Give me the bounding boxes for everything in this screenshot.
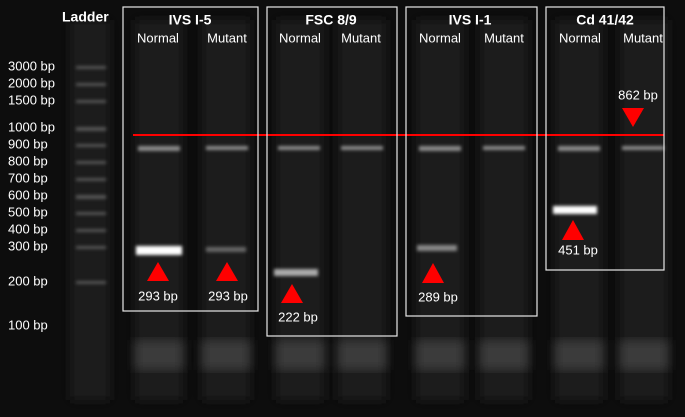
panel-box <box>545 6 665 271</box>
ladder-title: Ladder <box>62 9 109 25</box>
lane-label: Normal <box>419 30 461 45</box>
ladder-label: 700 bp <box>8 170 48 185</box>
ladder-label: 500 bp <box>8 204 48 219</box>
lane-label: Normal <box>279 30 321 45</box>
arrow <box>622 108 644 127</box>
band-label: 293 bp <box>138 288 178 303</box>
ladder-label: 400 bp <box>8 221 48 236</box>
arrow <box>147 262 169 281</box>
lane-label: Mutant <box>207 30 247 45</box>
band-label: 289 bp <box>418 289 458 304</box>
arrow <box>216 262 238 281</box>
lane-label: Normal <box>137 30 179 45</box>
band-label: 222 bp <box>278 309 318 324</box>
panel-box <box>266 6 398 337</box>
ladder-label: 2000 bp <box>8 75 55 90</box>
panel-title: IVS I-5 <box>169 12 212 28</box>
ladder-label: 200 bp <box>8 273 48 288</box>
bottom-smear <box>135 340 668 370</box>
ladder-label: 1500 bp <box>8 92 55 107</box>
ladder-label: 3000 bp <box>8 58 55 73</box>
panel-title: IVS I-1 <box>449 12 492 28</box>
ladder-label: 900 bp <box>8 136 48 151</box>
panel-title: Cd 41/42 <box>576 12 634 28</box>
band-label: 862 bp <box>618 87 658 102</box>
lane-label: Mutant <box>341 30 381 45</box>
arrow <box>422 263 444 283</box>
arrow <box>281 284 303 303</box>
panel-title: FSC 8/9 <box>305 12 357 28</box>
ladder-label: 300 bp <box>8 238 48 253</box>
arrow <box>562 220 584 240</box>
ladder-label: 100 bp <box>8 317 48 332</box>
panel-box <box>405 6 538 317</box>
lane-label: Mutant <box>623 30 663 45</box>
band-label: 451 bp <box>558 242 598 257</box>
ladder-labels: 3000 bp 2000 bp 1500 bp 1000 bp 900 bp 8… <box>8 58 55 332</box>
sample-bands <box>136 146 664 276</box>
panel-box <box>122 6 259 312</box>
ladder-label: 800 bp <box>8 153 48 168</box>
ladder-label: 1000 bp <box>8 119 55 134</box>
lane-label: Normal <box>559 30 601 45</box>
ladder-label: 600 bp <box>8 187 48 202</box>
ladder-bands <box>76 66 106 284</box>
lane-label: Mutant <box>484 30 524 45</box>
band-label: 293 bp <box>208 288 248 303</box>
